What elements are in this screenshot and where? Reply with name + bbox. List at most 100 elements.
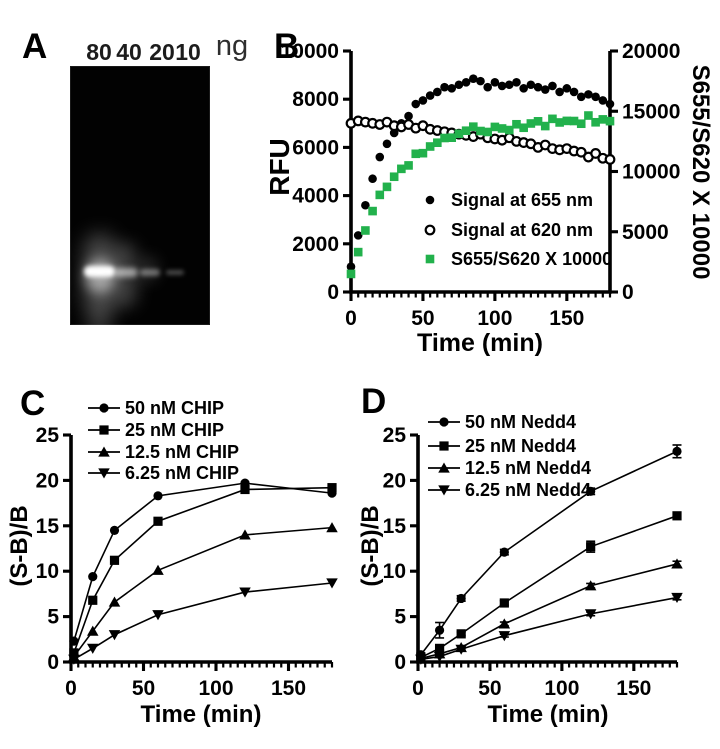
data-point-marker <box>368 174 377 184</box>
x-tick-label: 0 <box>65 677 77 700</box>
data-point-marker <box>526 119 536 128</box>
data-point-marker <box>415 654 427 665</box>
data-point-marker <box>375 152 385 162</box>
panel-letter: D <box>361 382 386 421</box>
data-point-marker <box>590 148 602 159</box>
data-point-marker <box>389 172 399 182</box>
y-tick-label: 20 <box>383 469 406 492</box>
y-tick-label: 10 <box>36 560 59 583</box>
data-point-marker <box>425 91 435 100</box>
gel-band-80ng <box>84 266 115 277</box>
data-point-marker <box>87 643 99 654</box>
y-axis-title: (S-B)/B <box>6 505 33 586</box>
lane-label-10: 10 <box>175 39 201 65</box>
data-point-marker <box>499 598 509 608</box>
legend: Signal at 655 nm Signal at 620 nm S655/S62… <box>424 190 612 269</box>
y-tick-label: 10 <box>383 560 406 583</box>
data-point-marker <box>490 78 500 87</box>
data-point-marker <box>519 123 528 133</box>
data-point-marker <box>512 119 521 129</box>
data-point-marker <box>454 129 464 139</box>
legend-marker <box>438 485 450 496</box>
legend-label: 50 nM Nedd4 <box>465 412 576 432</box>
y-tick-label: 6000 <box>292 136 339 159</box>
data-point-marker <box>562 116 572 126</box>
legend-label: Signal at 620 nm <box>451 220 593 240</box>
data-point-marker <box>455 644 467 655</box>
data-point-marker <box>526 80 536 90</box>
y-tick-label: 8000 <box>292 88 339 111</box>
data-point-marker <box>497 124 507 133</box>
data-point-marker <box>469 74 478 84</box>
data-point-marker <box>576 119 586 129</box>
lane-label-40: 40 <box>116 39 142 65</box>
data-point-marker <box>519 84 528 93</box>
legend-label: 25 nM CHIP <box>125 420 224 440</box>
panel-b-chart: 0 50 100 150 0 2000 4000 6000 8000 10000 0 5000 1000… <box>264 27 714 357</box>
gel-band-20ng <box>140 269 160 276</box>
x-tick-label: 50 <box>478 677 501 700</box>
series-line <box>420 450 678 656</box>
panel-a-letter: A <box>22 27 48 66</box>
data-point-marker <box>326 578 338 589</box>
data-point-marker <box>540 121 550 131</box>
series-line <box>73 582 333 660</box>
right-y-tick-label: 15000 <box>622 100 680 123</box>
y-tick-label: 25 <box>383 424 407 447</box>
data-point-marker <box>461 126 471 136</box>
data-point-marker <box>555 118 564 127</box>
data-point-marker <box>440 82 449 92</box>
legend-marker <box>99 425 109 435</box>
data-point-marker <box>591 92 600 102</box>
gel-image <box>70 66 210 365</box>
data-point-marker <box>239 587 251 598</box>
y-tick-label: 20 <box>36 469 59 492</box>
data-point-marker <box>152 610 164 621</box>
data-point-marker <box>584 111 593 120</box>
data-point-marker <box>109 525 120 535</box>
data-point-marker <box>382 182 392 192</box>
series-line <box>73 526 333 658</box>
data-point-marker <box>456 593 466 604</box>
data-point-marker <box>591 117 600 127</box>
data-point-marker <box>576 92 586 102</box>
legend-marker <box>424 224 436 236</box>
data-point-marker <box>598 96 608 105</box>
data-point-marker <box>555 87 564 97</box>
data-point-marker <box>152 564 164 575</box>
series-6-25-nm-nedd4 <box>415 592 683 665</box>
data-point-marker <box>447 133 457 142</box>
data-point-marker <box>433 651 446 663</box>
data-point-marker <box>109 555 120 565</box>
data-point-marker <box>69 636 79 646</box>
series-line <box>73 486 333 654</box>
data-point-marker <box>497 81 507 91</box>
data-point-marker <box>108 630 121 641</box>
data-point-marker <box>239 529 251 540</box>
right-y-tick-label: 5000 <box>622 221 669 244</box>
data-point-marker <box>108 596 121 607</box>
gel-band-10ng <box>166 270 184 275</box>
panel-letter: C <box>20 384 45 423</box>
data-point-marker <box>447 84 457 93</box>
data-point-marker <box>411 99 421 109</box>
data-point-marker <box>548 114 557 124</box>
legend-marker <box>98 446 110 457</box>
x-tick-label: 50 <box>411 307 434 330</box>
right-y-tick-label: 10000 <box>622 161 680 184</box>
series-signal-at-655-nm <box>346 74 615 271</box>
data-point-marker <box>361 200 370 210</box>
legend-marker <box>439 441 449 451</box>
series-12-5-nm-chip <box>68 522 338 662</box>
lane-label-80: 80 <box>86 39 112 65</box>
legend-marker <box>425 254 435 264</box>
data-point-marker <box>671 558 683 569</box>
y-tick-label: 4000 <box>292 185 339 208</box>
right-y-axis-title: S655/S620 X 10000 <box>687 65 714 280</box>
data-point-marker <box>68 654 80 665</box>
y-tick-label: 0 <box>327 281 339 304</box>
data-point-marker <box>418 148 428 158</box>
